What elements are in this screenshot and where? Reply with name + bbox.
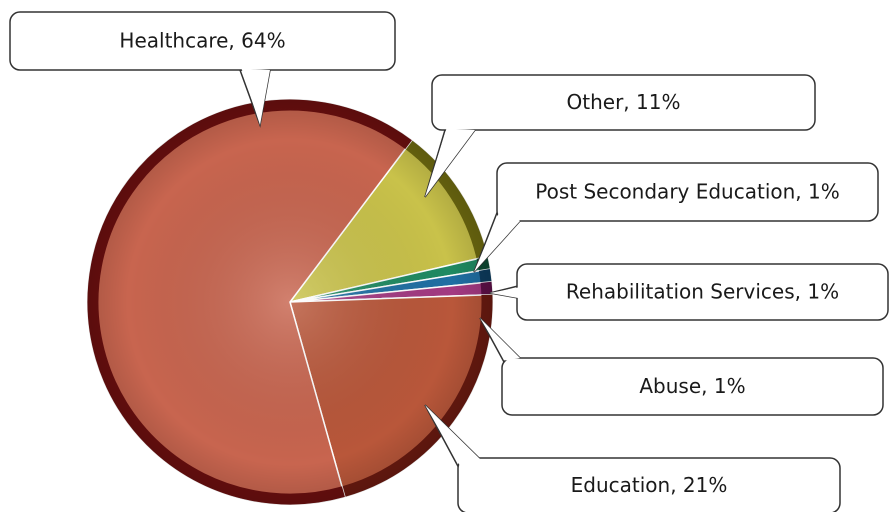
- callout-label: Other, 11%: [567, 90, 681, 114]
- callout-box: [457, 457, 841, 512]
- callout-box: [496, 162, 879, 222]
- callout-box: [431, 74, 816, 131]
- callouts: Other, 11% Post Secondary Education, 1% Re…: [9, 11, 889, 512]
- callout-joint: [425, 128, 475, 197]
- callout-joint: [474, 206, 520, 272]
- callout-box: [9, 11, 396, 71]
- callout-label: Rehabilitation Services, 1%: [566, 280, 839, 304]
- callout-box: [501, 357, 884, 416]
- callout-joint: [241, 68, 270, 125]
- callout-label: Education, 21%: [571, 473, 728, 497]
- pie-shading: [87, 99, 493, 505]
- callout-label: Post Secondary Education, 1%: [535, 180, 840, 204]
- callout-label: Healthcare, 64%: [119, 29, 285, 53]
- callout-joint: [480, 318, 520, 361]
- callout-joint: [490, 287, 518, 298]
- callout-label: Abuse, 1%: [639, 374, 745, 398]
- pie: [86, 98, 494, 506]
- callout-joint: [425, 405, 480, 469]
